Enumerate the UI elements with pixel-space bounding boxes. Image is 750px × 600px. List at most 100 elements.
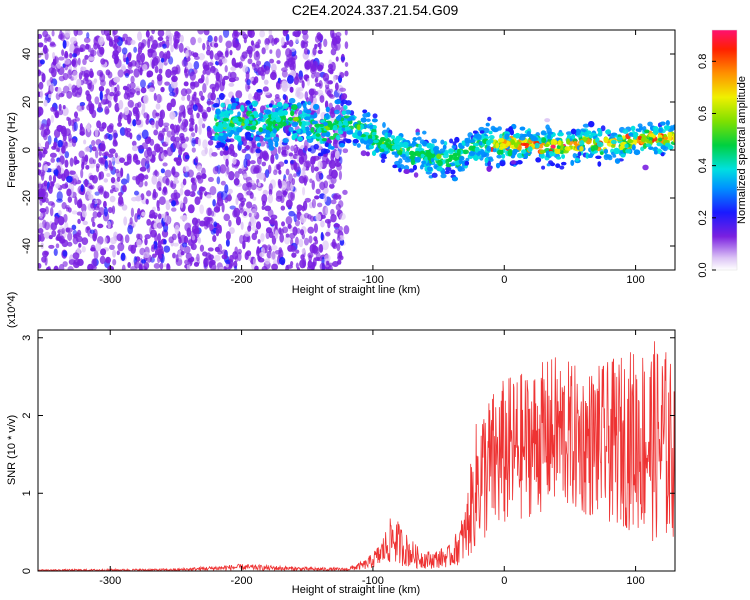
- signal-mark: [345, 109, 352, 115]
- noise-mark: [340, 56, 346, 62]
- noise-mark: [41, 197, 46, 203]
- noise-mark: [98, 36, 105, 46]
- noise-mark: [342, 148, 349, 154]
- snr-y-ticks: 0 1 2 3: [21, 335, 675, 574]
- noise-mark: [314, 72, 321, 78]
- noise-mark: [293, 213, 297, 223]
- noise-mark: [191, 147, 196, 153]
- signal-mark: [499, 160, 506, 167]
- noise-mark: [88, 157, 95, 165]
- noise-mark: [65, 227, 71, 233]
- signal-mark: [245, 145, 250, 150]
- noise-mark: [178, 236, 182, 244]
- noise-mark: [130, 207, 135, 218]
- noise-mark: [195, 175, 202, 180]
- noise-mark: [177, 115, 182, 124]
- noise-mark: [316, 89, 324, 96]
- noise-mark: [49, 83, 55, 92]
- noise-mark: [148, 87, 155, 93]
- noise-mark: [335, 31, 342, 38]
- signal-mark: [545, 153, 550, 158]
- noise-mark: [72, 59, 77, 66]
- noise-mark: [201, 123, 206, 129]
- noise-mark: [98, 207, 105, 216]
- signal-mark: [330, 146, 335, 150]
- noise-mark: [106, 124, 114, 133]
- signal-mark: [524, 153, 528, 159]
- noise-mark: [213, 42, 219, 48]
- noise-mark: [244, 231, 251, 237]
- noise-mark: [153, 263, 161, 269]
- noise-mark: [163, 263, 167, 268]
- noise-mark: [156, 93, 162, 104]
- noise-mark: [93, 250, 99, 260]
- noise-mark: [225, 231, 231, 241]
- noise-mark: [173, 41, 179, 50]
- y-tick-label: -40: [21, 238, 33, 254]
- noise-mark: [270, 214, 278, 220]
- noise-mark: [86, 226, 91, 231]
- signal-mark: [272, 136, 280, 143]
- colorbar-ticks: 0.0 0.2 0.4 0.6 0.8: [697, 54, 716, 278]
- noise-mark: [281, 80, 288, 88]
- signal-mark: [530, 135, 537, 142]
- noise-mark: [190, 36, 196, 46]
- noise-mark: [199, 191, 203, 200]
- noise-mark: [269, 49, 273, 54]
- x-tick-label: -300: [99, 274, 121, 286]
- noise-mark: [136, 90, 141, 96]
- noise-mark: [49, 76, 54, 83]
- noise-mark: [121, 264, 126, 270]
- noise-mark: [202, 251, 208, 257]
- noise-mark: [117, 200, 125, 207]
- noise-mark: [323, 38, 328, 48]
- signal-mark: [367, 138, 374, 145]
- noise-mark: [38, 109, 42, 118]
- noise-mark: [322, 240, 329, 251]
- signal-mark: [468, 150, 475, 157]
- noise-mark: [110, 176, 116, 184]
- noise-mark: [117, 242, 125, 252]
- noise-mark: [179, 200, 184, 209]
- signal-mark: [543, 143, 550, 148]
- noise-mark: [146, 190, 152, 197]
- noise-mark: [261, 161, 267, 167]
- noise-mark: [225, 238, 230, 247]
- signal-mark: [544, 118, 551, 123]
- noise-mark: [302, 200, 308, 211]
- signal-mark: [550, 139, 558, 146]
- noise-mark: [306, 77, 311, 86]
- noise-mark: [303, 237, 309, 246]
- noise-mark: [302, 175, 309, 184]
- noise-mark: [105, 88, 110, 95]
- noise-mark: [314, 43, 318, 50]
- noise-mark: [70, 36, 77, 45]
- noise-mark: [324, 100, 329, 109]
- noise-mark: [281, 70, 288, 78]
- noise-mark: [242, 65, 248, 73]
- noise-mark: [176, 160, 182, 166]
- signal-mark: [547, 131, 554, 135]
- signal-mark: [382, 122, 386, 128]
- noise-mark: [112, 30, 118, 35]
- signal-mark: [327, 123, 335, 128]
- noise-mark: [82, 58, 87, 66]
- noise-mark: [311, 198, 317, 209]
- signal-mark: [521, 149, 527, 155]
- noise-mark: [313, 223, 319, 234]
- noise-mark: [284, 159, 288, 164]
- noise-mark: [125, 56, 129, 65]
- signal-mark: [360, 138, 365, 144]
- noise-mark: [319, 262, 326, 270]
- noise-mark: [295, 249, 300, 254]
- noise-mark: [193, 261, 200, 267]
- noise-mark: [314, 166, 319, 172]
- signal-mark: [224, 146, 229, 151]
- signal-mark: [516, 160, 523, 165]
- signal-mark: [483, 127, 490, 134]
- noise-mark: [332, 74, 336, 83]
- noise-mark: [123, 92, 129, 100]
- noise-mark: [221, 254, 228, 260]
- snr-frame: [37, 329, 676, 572]
- noise-mark: [268, 30, 273, 36]
